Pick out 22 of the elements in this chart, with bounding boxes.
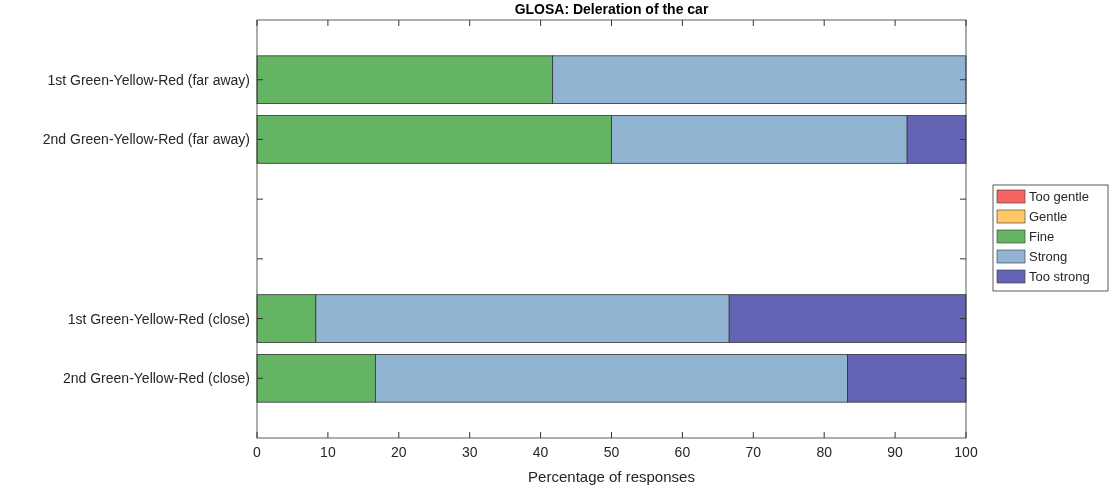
legend-label: Gentle [1029, 209, 1068, 224]
y-tick-label: 2nd Green-Yellow-Red (close) [62, 370, 250, 387]
chart-title: GLOSA: Deleration of the car [514, 1, 709, 17]
x-tick-label: 100 [954, 444, 978, 460]
x-tick-label: 70 [745, 444, 762, 460]
x-tick-label: 30 [461, 444, 478, 460]
legend-label: Too strong [1029, 269, 1090, 284]
x-tick-label: 90 [887, 444, 904, 460]
legend-label: Strong [1029, 249, 1068, 264]
x-tick-label: 50 [603, 444, 620, 460]
y-tick-label: 1st Green-Yellow-Red (far away) [47, 71, 250, 88]
x-tick-label: 0 [253, 444, 262, 460]
x-tick-label: 10 [320, 444, 336, 460]
x-tick-label: 20 [391, 444, 407, 460]
x-tick-label: 60 [674, 444, 691, 460]
x-tick-label: 40 [532, 444, 549, 460]
x-axis-title: Percentage of responses [528, 468, 695, 485]
y-tick-label: 2nd Green-Yellow-Red (far away) [42, 131, 250, 148]
y-tick-label: 1st Green-Yellow-Red (close) [67, 310, 250, 327]
x-tick-label: 80 [816, 444, 833, 460]
legend-label: Fine [1029, 229, 1055, 244]
legend-label: Too gentle [1029, 189, 1089, 204]
